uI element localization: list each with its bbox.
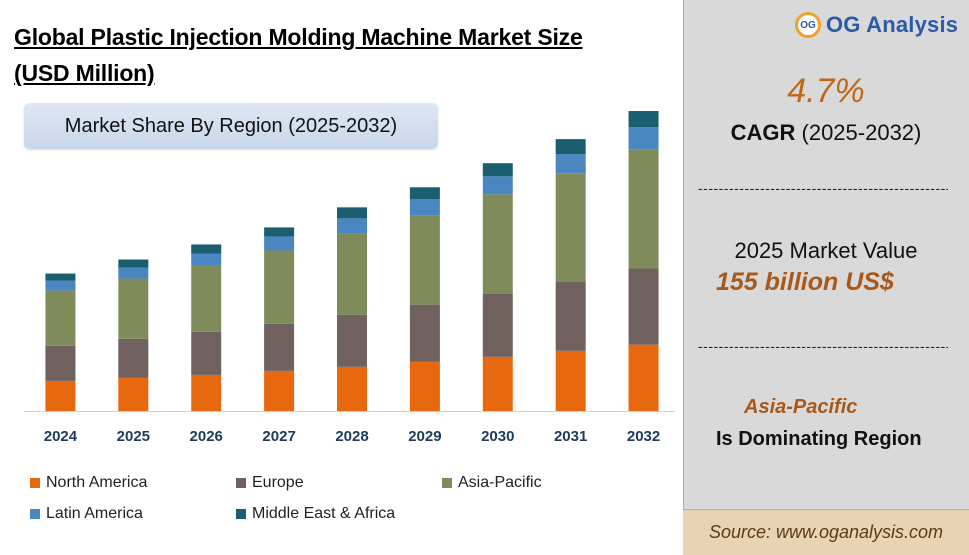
logo-badge-text: OG	[800, 19, 816, 31]
legend-label: Middle East & Africa	[252, 505, 396, 522]
bar-segment	[191, 374, 222, 411]
cagr-label-bold: CAGR	[730, 120, 796, 145]
x-tick-label: 2031	[554, 428, 587, 445]
x-tick-label: 2032	[627, 428, 660, 445]
bar-segment	[482, 356, 513, 411]
bar-segment	[555, 350, 586, 411]
bar-segment	[45, 290, 76, 346]
x-tick-label: 2026	[190, 428, 223, 445]
bar-segment	[337, 233, 367, 315]
cagr-label: CAGR (2025-2032)	[683, 120, 969, 146]
bar-segment	[482, 176, 513, 195]
legend-swatch	[236, 509, 246, 519]
bar-segment	[628, 111, 659, 128]
bar-segment	[191, 265, 222, 332]
logo-badge-icon: OG	[795, 12, 821, 38]
bar-segment	[628, 344, 659, 411]
x-tick-label: 2027	[262, 428, 295, 445]
bar-segment	[118, 267, 149, 279]
bar-segment	[45, 273, 76, 281]
summary-sidebar	[683, 0, 969, 554]
market-value: 155 billion US$	[716, 268, 894, 296]
bar-segment	[118, 377, 149, 411]
dominating-region: Asia-Pacific	[744, 396, 858, 418]
bar-segment	[409, 199, 440, 216]
bar-segment	[337, 366, 367, 411]
bar-segment	[482, 293, 513, 357]
legend-item: North America	[30, 474, 147, 492]
cagr-value: 4.7%	[787, 72, 865, 110]
bar-segment	[409, 361, 440, 411]
legend-item: Middle East & Africa	[236, 505, 395, 523]
bar-segment	[264, 370, 295, 411]
bar-segment	[191, 331, 222, 375]
legend-item: Asia-Pacific	[442, 474, 542, 492]
legend-swatch	[30, 478, 40, 488]
chart-title-line1: Global Plastic Injection Molding Machine…	[14, 24, 583, 50]
bar-segment	[264, 250, 295, 324]
divider-dashed: ----------------------------------------…	[698, 180, 948, 196]
market-value-label: 2025 Market Value	[734, 238, 918, 263]
legend-swatch	[442, 478, 452, 488]
bar-segment	[482, 194, 513, 294]
bar-segment	[482, 163, 513, 177]
bar-segment	[45, 345, 76, 381]
x-tick-label: 2024	[44, 428, 78, 445]
bar-segment	[628, 268, 659, 345]
chart-subtitle: Market Share By Region (2025-2032)	[64, 114, 398, 137]
chart-title-line2: (USD Million)	[14, 60, 155, 86]
x-tick-label: 2028	[335, 428, 368, 445]
bar-segment	[555, 139, 586, 155]
bar-segment	[628, 127, 659, 150]
legend-item: Europe	[236, 474, 304, 492]
legend-label: Asia-Pacific	[458, 474, 542, 491]
divider-dashed: ----------------------------------------…	[698, 338, 948, 354]
bar-segment	[264, 236, 295, 251]
bar-segment	[409, 187, 440, 200]
cagr-label-period: (2025-2032)	[795, 120, 922, 145]
bar-segment	[337, 218, 367, 234]
bar-segment	[264, 323, 295, 371]
legend-item: Latin America	[30, 505, 143, 523]
bar-segment	[337, 207, 367, 219]
bar-segment	[118, 278, 149, 339]
bar-segment	[118, 338, 149, 378]
bar-segment	[555, 281, 586, 351]
bar-segment	[555, 154, 586, 174]
bar-segment	[409, 304, 440, 362]
chart-panel: Global Plastic Injection Molding Machine…	[14, 24, 674, 523]
bar-segment	[628, 149, 659, 269]
legend-label: North America	[46, 474, 148, 491]
bar-segment	[191, 253, 222, 266]
legend-label: Europe	[252, 474, 304, 491]
bar-segment	[264, 227, 295, 237]
x-tick-label: 2025	[117, 428, 150, 445]
bar-segment	[555, 173, 586, 282]
bar-segment	[409, 215, 440, 305]
logo-text: OG Analysis	[826, 12, 959, 37]
bar-segment	[45, 280, 76, 291]
x-tick-label: 2030	[481, 428, 514, 445]
dominating-region-text: Is Dominating Region	[716, 428, 922, 450]
bar-segment	[45, 380, 76, 411]
source-banner: Source: www.oganalysis.com	[683, 509, 969, 555]
legend-swatch	[30, 509, 40, 519]
chart-subtitle-banner: Market Share By Region (2025-2032)	[24, 103, 438, 149]
legend-swatch	[236, 478, 246, 488]
og-analysis-logo: OG OG Analysis	[795, 12, 958, 38]
source-text: Source: www.oganalysis.com	[708, 522, 944, 542]
bar-segment	[337, 314, 367, 367]
legend-label: Latin America	[46, 505, 143, 522]
bar-segment	[191, 244, 222, 254]
bar-segment	[118, 259, 149, 268]
x-tick-label: 2029	[408, 428, 441, 445]
stacked-bar-chart: 2024 2025 2026 2027 2028 2029 2030 2031 2032	[24, 111, 674, 445]
